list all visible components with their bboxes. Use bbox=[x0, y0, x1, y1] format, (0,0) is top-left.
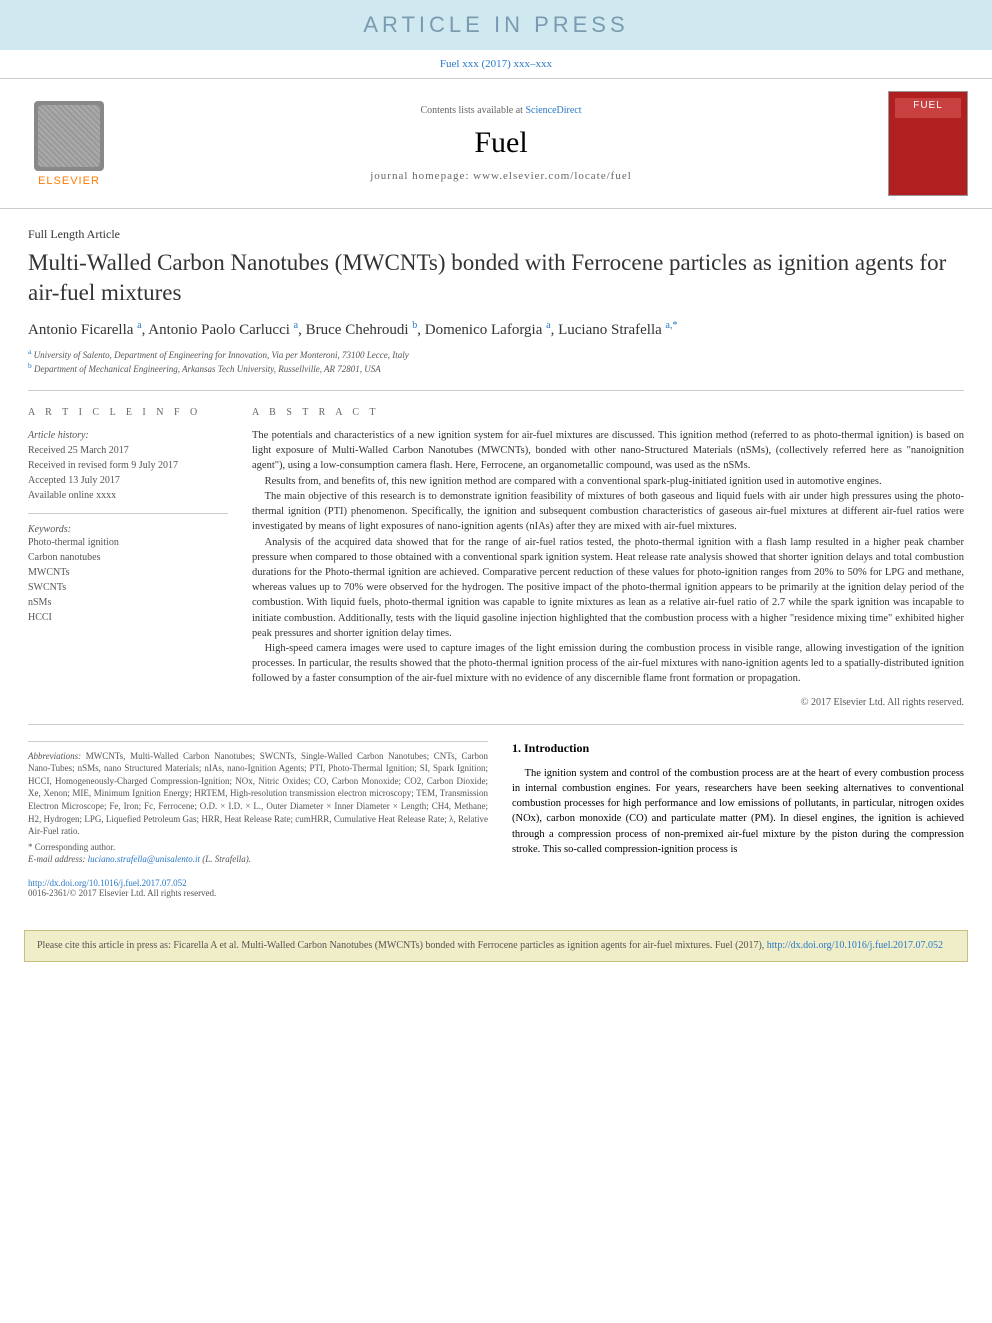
journal-homepage: journal homepage: www.elsevier.com/locat… bbox=[114, 170, 888, 182]
email-link[interactable]: luciano.strafella@unisalento.it bbox=[88, 854, 200, 864]
intro-text: The ignition system and control of the c… bbox=[512, 766, 964, 857]
article-in-press-banner: ARTICLE IN PRESS bbox=[0, 0, 992, 50]
authors-line: Antonio Ficarella a, Antonio Paolo Carlu… bbox=[28, 320, 964, 339]
keywords-label: Keywords: bbox=[28, 524, 228, 535]
history-label: Article history: bbox=[28, 428, 228, 443]
abstract-heading: A B S T R A C T bbox=[252, 407, 964, 418]
corresponding-author-note: * Corresponding author. bbox=[28, 842, 488, 852]
abstract-copyright: © 2017 Elsevier Ltd. All rights reserved… bbox=[252, 697, 964, 708]
keywords-list: Photo-thermal ignitionCarbon nanotubesMW… bbox=[28, 535, 228, 625]
abstract-text: The potentials and characteristics of a … bbox=[252, 428, 964, 687]
doi-block: http://dx.doi.org/10.1016/j.fuel.2017.07… bbox=[28, 878, 488, 898]
sciencedirect-link[interactable]: ScienceDirect bbox=[525, 105, 581, 116]
cite-text: Please cite this article in press as: Fi… bbox=[37, 940, 767, 951]
contents-prefix: Contents lists available at bbox=[420, 105, 525, 116]
email-line: E-mail address: luciano.strafella@unisal… bbox=[28, 854, 488, 864]
issue-reference: Fuel xxx (2017) xxx–xxx bbox=[0, 50, 992, 78]
elsevier-logo: ELSEVIER bbox=[24, 94, 114, 194]
journal-header: ELSEVIER Contents lists available at Sci… bbox=[0, 78, 992, 209]
article-type: Full Length Article bbox=[28, 227, 964, 242]
intro-heading: 1. Introduction bbox=[512, 741, 964, 756]
cite-doi-link[interactable]: http://dx.doi.org/10.1016/j.fuel.2017.07… bbox=[767, 940, 943, 951]
abbrev-text: MWCNTs, Multi-Walled Carbon Nanotubes; S… bbox=[28, 751, 488, 837]
affiliations: a University of Salento, Department of E… bbox=[28, 347, 964, 376]
citation-box: Please cite this article in press as: Fi… bbox=[24, 930, 968, 962]
abbreviations: Abbreviations: MWCNTs, Multi-Walled Carb… bbox=[28, 750, 488, 838]
article-info-heading: A R T I C L E I N F O bbox=[28, 407, 228, 418]
journal-name: Fuel bbox=[114, 126, 888, 160]
issn-copyright: 0016-2361/© 2017 Elsevier Ltd. All right… bbox=[28, 888, 216, 898]
email-label: E-mail address: bbox=[28, 854, 88, 864]
email-suffix: (L. Strafella). bbox=[200, 854, 251, 864]
article-history: Article history: Received 25 March 2017R… bbox=[28, 428, 228, 514]
elsevier-label: ELSEVIER bbox=[38, 175, 100, 187]
contents-line: Contents lists available at ScienceDirec… bbox=[114, 105, 888, 116]
elsevier-tree-icon bbox=[34, 101, 104, 171]
article-title: Multi-Walled Carbon Nanotubes (MWCNTs) b… bbox=[28, 248, 964, 308]
abbrev-label: Abbreviations: bbox=[28, 751, 81, 761]
journal-cover-thumb bbox=[888, 91, 968, 196]
doi-link[interactable]: http://dx.doi.org/10.1016/j.fuel.2017.07… bbox=[28, 878, 187, 888]
